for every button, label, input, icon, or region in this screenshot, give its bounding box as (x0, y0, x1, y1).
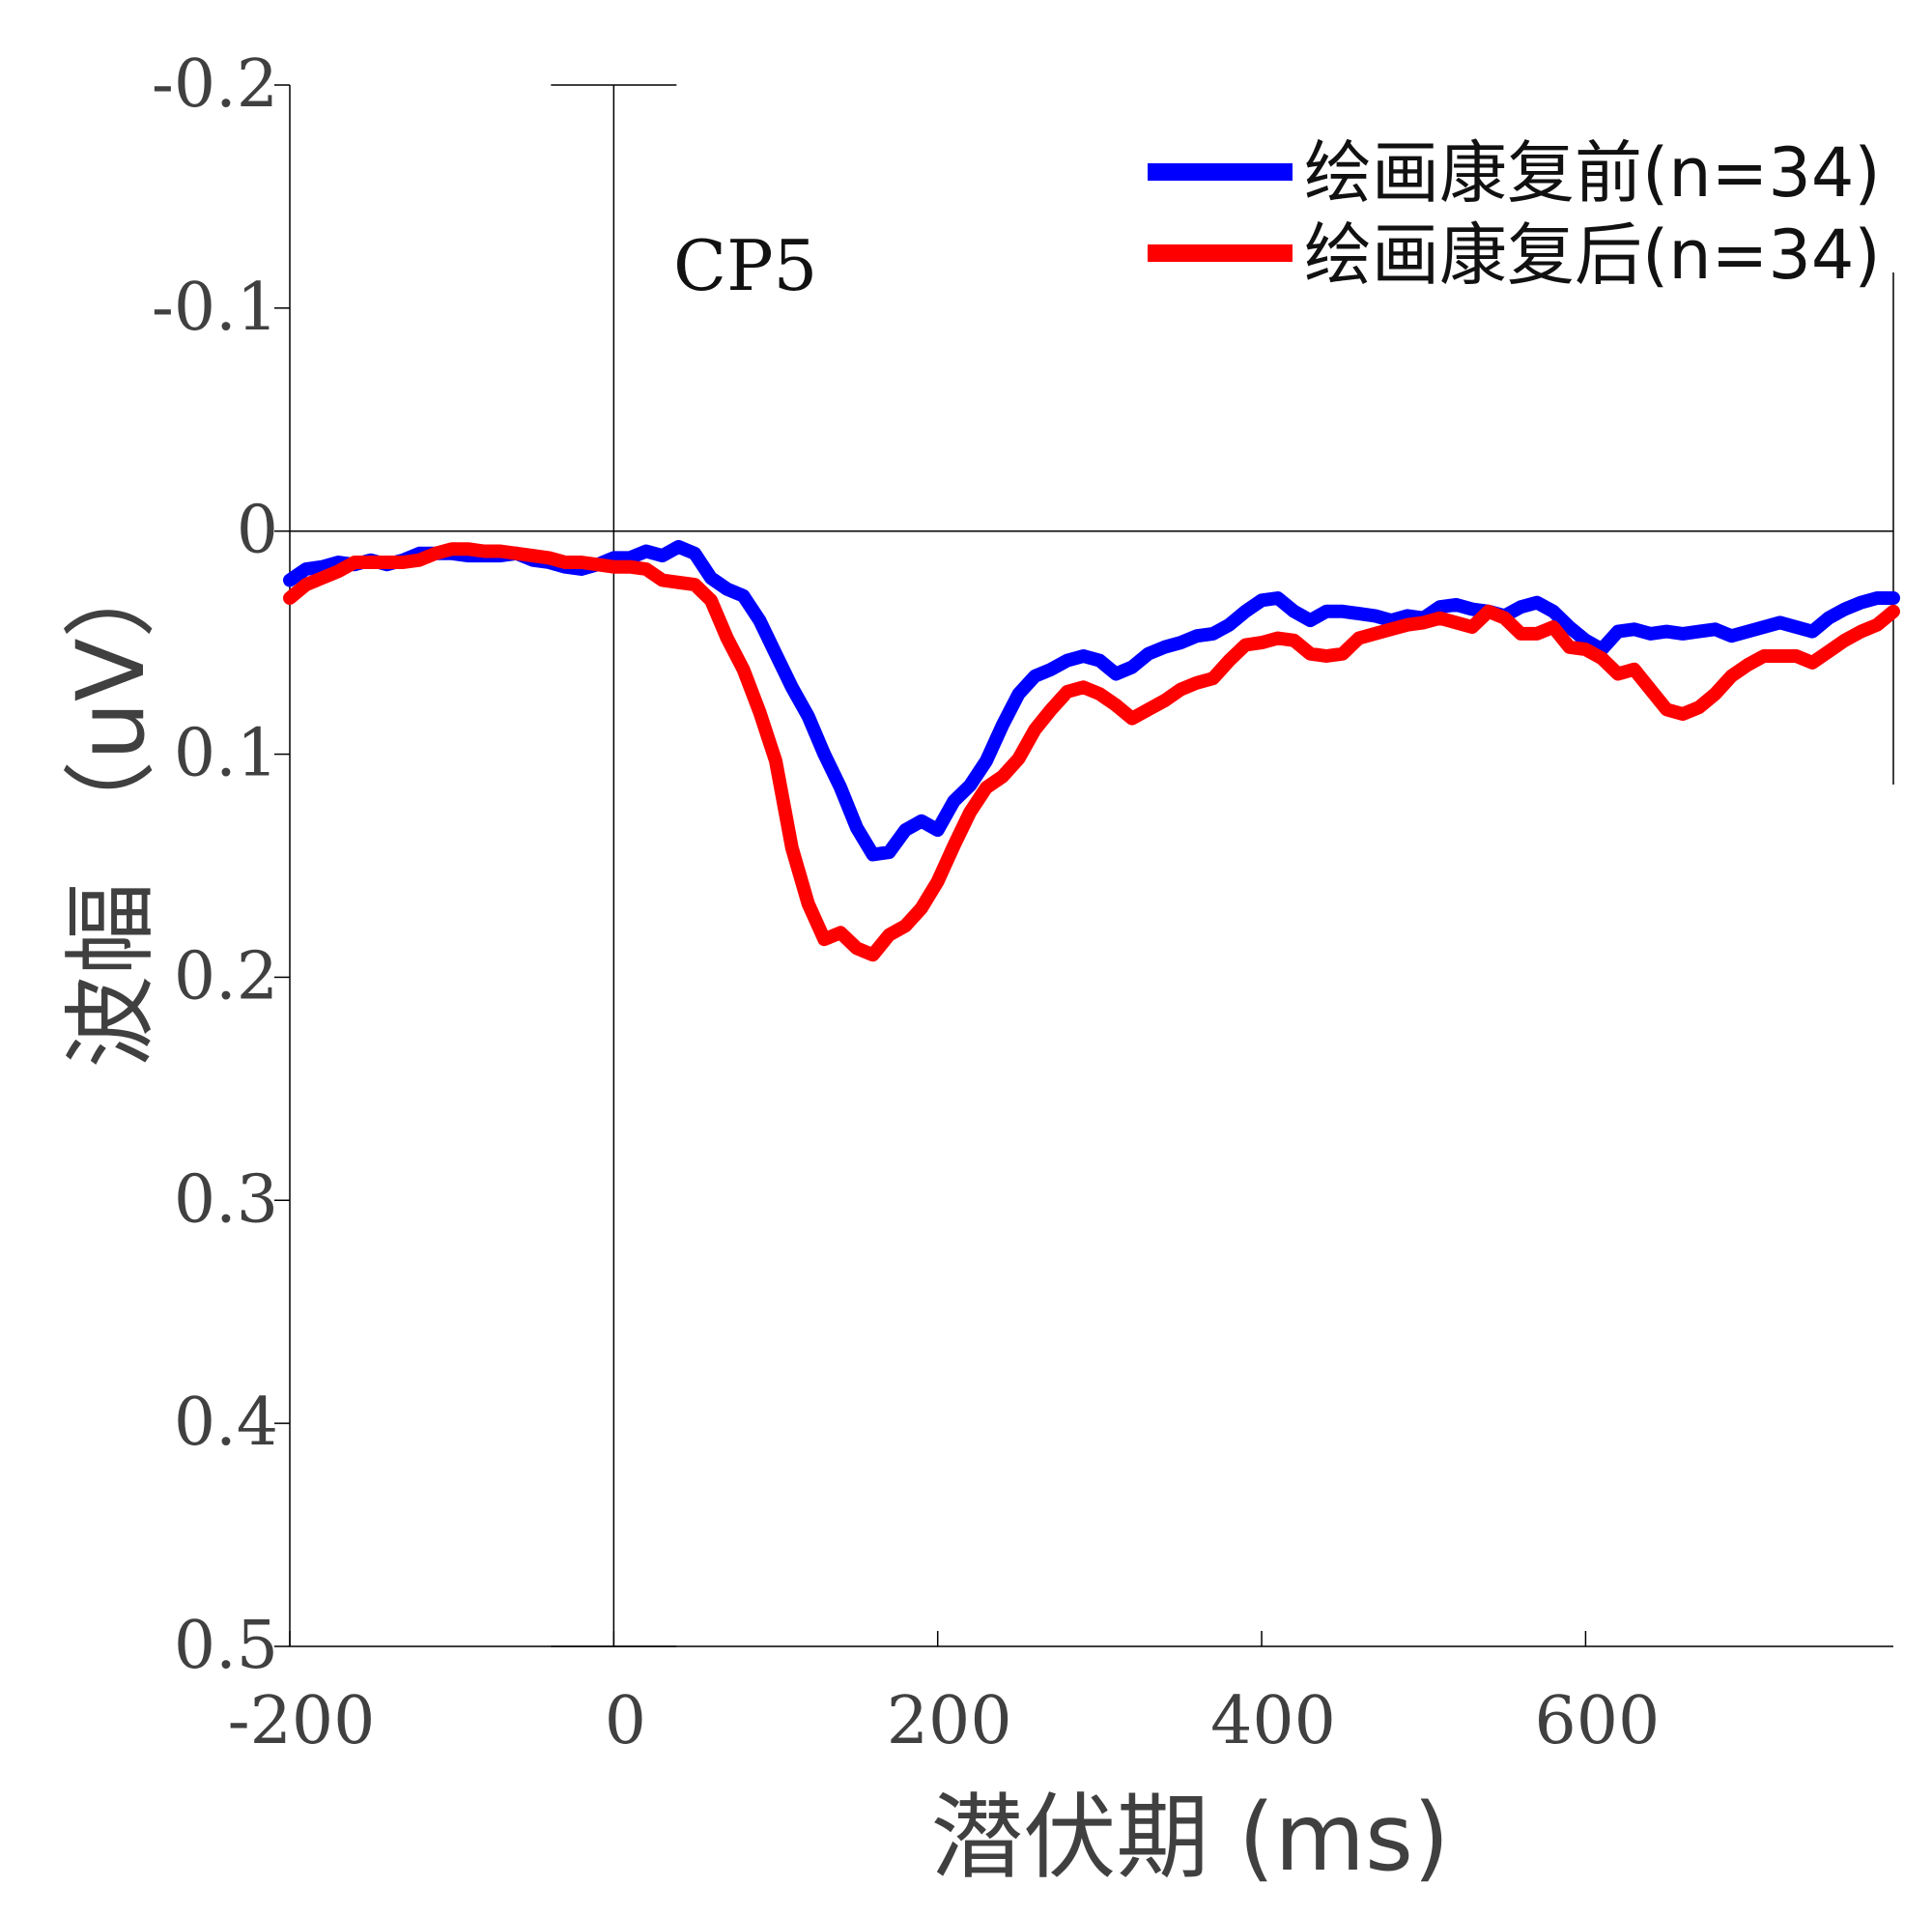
axes (274, 84, 1894, 1647)
y-tick-label: 0.5 (174, 1608, 278, 1684)
y-tick-label: 0.3 (174, 1161, 278, 1238)
y-tick-label: -0.1 (152, 270, 278, 346)
series-lines (283, 539, 1900, 962)
y-tick-label: 0.4 (174, 1385, 278, 1461)
y-axis-title: 波幅 （uV） (57, 545, 165, 1068)
x-tick-label: 400 (1210, 1683, 1336, 1759)
legend: 绘画康复前(n=34) 绘画康复后(n=34) (1148, 133, 1881, 295)
series-line-after (283, 542, 1900, 962)
y-tick-label: 0.2 (174, 938, 278, 1015)
legend-label-before: 绘画康复前(n=34) (1304, 133, 1881, 213)
y-tick-label: 0 (237, 493, 278, 569)
y-tick-label: 0.1 (174, 716, 278, 792)
x-tick-label: -200 (228, 1683, 376, 1759)
tick-labels: -0.2 -0.1 0 0.1 0.2 0.3 0.4 0.5-200 0 200 400 600 (152, 46, 1660, 1759)
channel-label: CP5 (673, 225, 817, 306)
x-tick-label: 600 (1535, 1683, 1661, 1759)
y-tick-label: -0.2 (152, 46, 278, 123)
x-tick-label: 200 (887, 1683, 1012, 1759)
x-tick-label: 0 (605, 1683, 646, 1759)
x-axis-title: 潜伏期 (ms) (931, 1784, 1450, 1892)
legend-label-after: 绘画康复后(n=34) (1304, 215, 1881, 295)
